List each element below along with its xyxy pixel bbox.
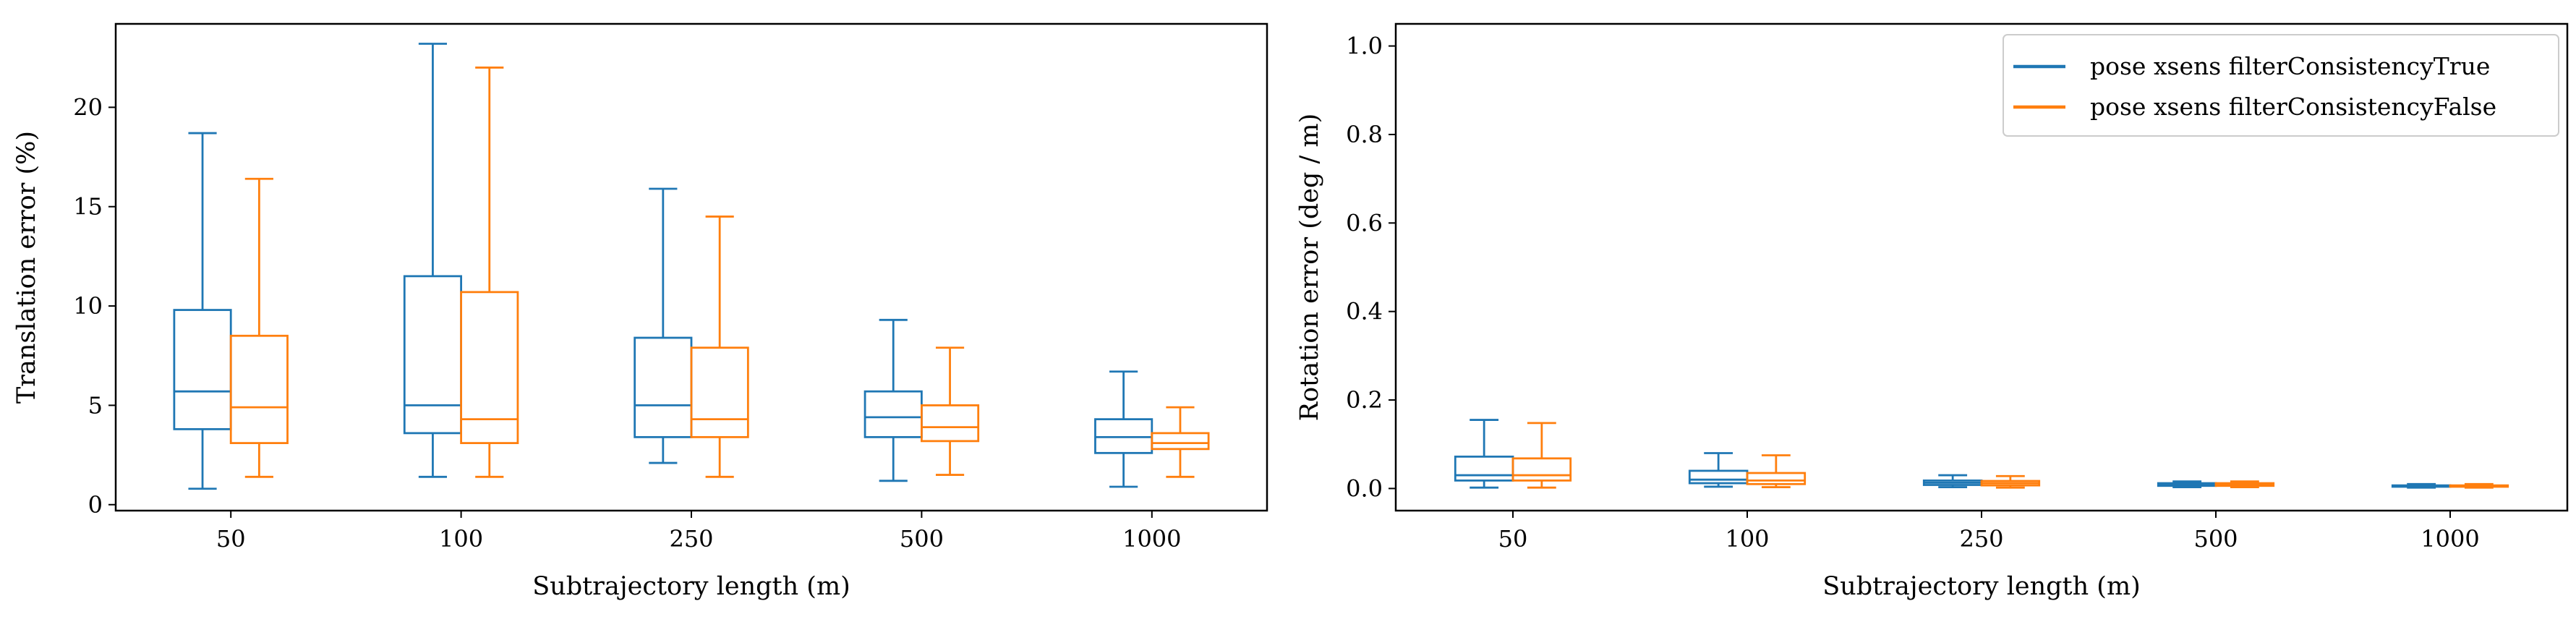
iqr-box [634, 336, 693, 438]
translation-error-chart: 0 5 10 15 20 50 100 250 500 1000 Subtrajectory len… [12, 22, 1268, 601]
box-pose-xsens-filterConsistencyFalse-500 [921, 346, 980, 476]
box-pose-xsens-filterConsistencyTrue-100 [403, 43, 463, 478]
x-tick-label: 50 [216, 525, 246, 553]
box-pose-xsens-filterConsistencyFalse-250 [690, 216, 749, 478]
box-pose-xsens-filterConsistencyFalse-50 [1511, 422, 1572, 489]
legend-entry: pose xsens filterConsistencyTrue [2090, 52, 2490, 80]
box-pose-xsens-filterConsistencyTrue-100 [1688, 452, 1749, 488]
x-tick-label: 500 [2193, 525, 2238, 553]
iqr-box [173, 309, 232, 430]
legend: pose xsens filterConsistencyTrue pose xse… [2003, 34, 2559, 137]
box-pose-xsens-filterConsistencyTrue-50 [173, 132, 232, 490]
box-pose-xsens-filterConsistencyTrue-250 [634, 187, 693, 464]
y-tick-label: 5 [88, 391, 103, 419]
legend-frame [2003, 34, 2559, 137]
x-axis-label: Subtrajectory length (m) [532, 572, 850, 601]
iqr-box [460, 291, 519, 445]
box-pose-xsens-filterConsistencyFalse-500 [2214, 480, 2275, 488]
x-tick-label: 100 [1725, 525, 1769, 553]
x-tick-label: 1000 [1122, 525, 1181, 553]
y-axis-label: Rotation error (deg / m) [1295, 114, 1324, 422]
box-pose-xsens-filterConsistencyTrue-500 [2157, 480, 2217, 488]
iqr-box [1151, 432, 1210, 451]
box-pose-xsens-filterConsistencyFalse-1000 [1151, 406, 1210, 478]
y-tick-label: 1.0 [1346, 33, 1383, 60]
x-tick-label: 100 [439, 525, 483, 553]
x-axis-label: Subtrajectory length (m) [1822, 572, 2141, 601]
x-tick-label: 50 [1498, 525, 1528, 553]
rotation-error-chart: 0.0 0.2 0.4 0.6 0.8 1.0 50 100 250 500 1000 Subtraj… [1295, 22, 2569, 601]
box-pose-xsens-filterConsistencyTrue-250 [1922, 474, 1983, 488]
box-pose-xsens-filterConsistencyTrue-1000 [2391, 482, 2452, 489]
iqr-box [1511, 457, 1572, 482]
y-tick-label: 0.8 [1346, 121, 1383, 148]
y-tick-label: 0.4 [1346, 298, 1383, 325]
x-tick-label: 250 [1959, 525, 2003, 553]
box-pose-xsens-filterConsistencyFalse-100 [1746, 454, 1807, 488]
iqr-box [229, 334, 289, 445]
iqr-box [1746, 472, 1807, 485]
box-pose-xsens-filterConsistencyTrue-500 [863, 318, 923, 482]
box-pose-xsens-filterConsistencyFalse-250 [1980, 474, 2041, 489]
iqr-box [403, 275, 463, 435]
box-pose-xsens-filterConsistencyTrue-1000 [1094, 370, 1153, 488]
box-pose-xsens-filterConsistencyFalse-1000 [2449, 482, 2509, 489]
iqr-box [1688, 469, 1749, 485]
box-pose-xsens-filterConsistencyFalse-100 [460, 67, 519, 478]
x-tick-label: 500 [900, 525, 944, 553]
y-tick-label: 10 [73, 292, 103, 320]
y-tick-label: 0.0 [1346, 474, 1383, 502]
y-tick-label: 20 [73, 93, 103, 121]
legend-entry: pose xsens filterConsistencyFalse [2090, 93, 2496, 121]
iqr-box [863, 390, 923, 438]
iqr-box [921, 404, 980, 443]
x-tick-label: 250 [669, 525, 713, 553]
x-tick-label: 1000 [2421, 525, 2479, 553]
y-axis-label: Translation error (%) [12, 131, 41, 404]
y-tick-label: 0.6 [1346, 209, 1383, 237]
box-pose-xsens-filterConsistencyTrue-50 [1454, 419, 1514, 489]
y-tick-label: 15 [73, 193, 103, 221]
box-pose-xsens-filterConsistencyFalse-50 [229, 177, 289, 478]
iqr-box [1454, 455, 1514, 482]
iqr-box [690, 346, 749, 438]
y-tick-label: 0.2 [1346, 386, 1383, 414]
y-tick-label: 0 [88, 491, 103, 519]
